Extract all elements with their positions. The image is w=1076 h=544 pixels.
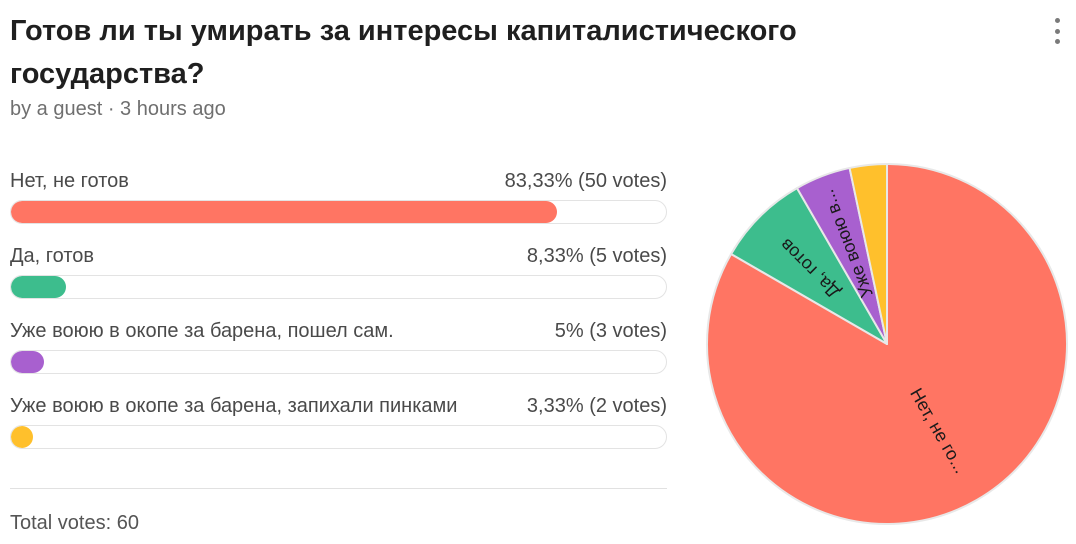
- result-bar-track: [10, 350, 667, 374]
- result-option: Да, готов 8,33% (5 votes): [10, 241, 667, 316]
- poll-byline: by a guest · 3 hours ago: [10, 98, 226, 120]
- result-option: Уже воюю в окопе за барена, пошел сам. 5…: [10, 316, 667, 391]
- option-result: 3,33% (2 votes): [526, 395, 667, 417]
- result-bar-track: [10, 200, 667, 224]
- result-bar-track: [10, 275, 667, 299]
- pie-slice: [730, 187, 888, 345]
- pie-slice: [848, 163, 888, 345]
- option-label: Нет, не готов: [10, 170, 129, 192]
- option-result: 8,33% (5 votes): [526, 245, 667, 267]
- divider: [10, 488, 667, 489]
- result-bar-fill: [11, 201, 557, 223]
- result-bar-fill: [11, 426, 33, 448]
- more-options-icon[interactable]: [1046, 18, 1068, 44]
- total-votes: Total votes: 60: [10, 512, 139, 534]
- poll-title: Готов ли ты умирать за интересы капитали…: [10, 15, 797, 90]
- poll-results: Нет, не готов 83,33% (50 votes) Да, гото…: [10, 166, 667, 466]
- option-label: Уже воюю в окопе за барена, запихали пин…: [10, 395, 458, 417]
- result-bar-fill: [11, 276, 66, 298]
- option-label: Уже воюю в окопе за барена, пошел сам.: [10, 320, 394, 342]
- option-result: 5% (3 votes): [554, 320, 667, 342]
- result-option: Нет, не готов 83,33% (50 votes): [10, 166, 667, 241]
- result-bar-track: [10, 425, 667, 449]
- result-option: Уже воюю в окопе за барена, запихали пин…: [10, 391, 667, 466]
- option-result: 83,33% (50 votes): [504, 170, 667, 192]
- result-bar-fill: [11, 351, 44, 373]
- option-label: Да, готов: [10, 245, 95, 267]
